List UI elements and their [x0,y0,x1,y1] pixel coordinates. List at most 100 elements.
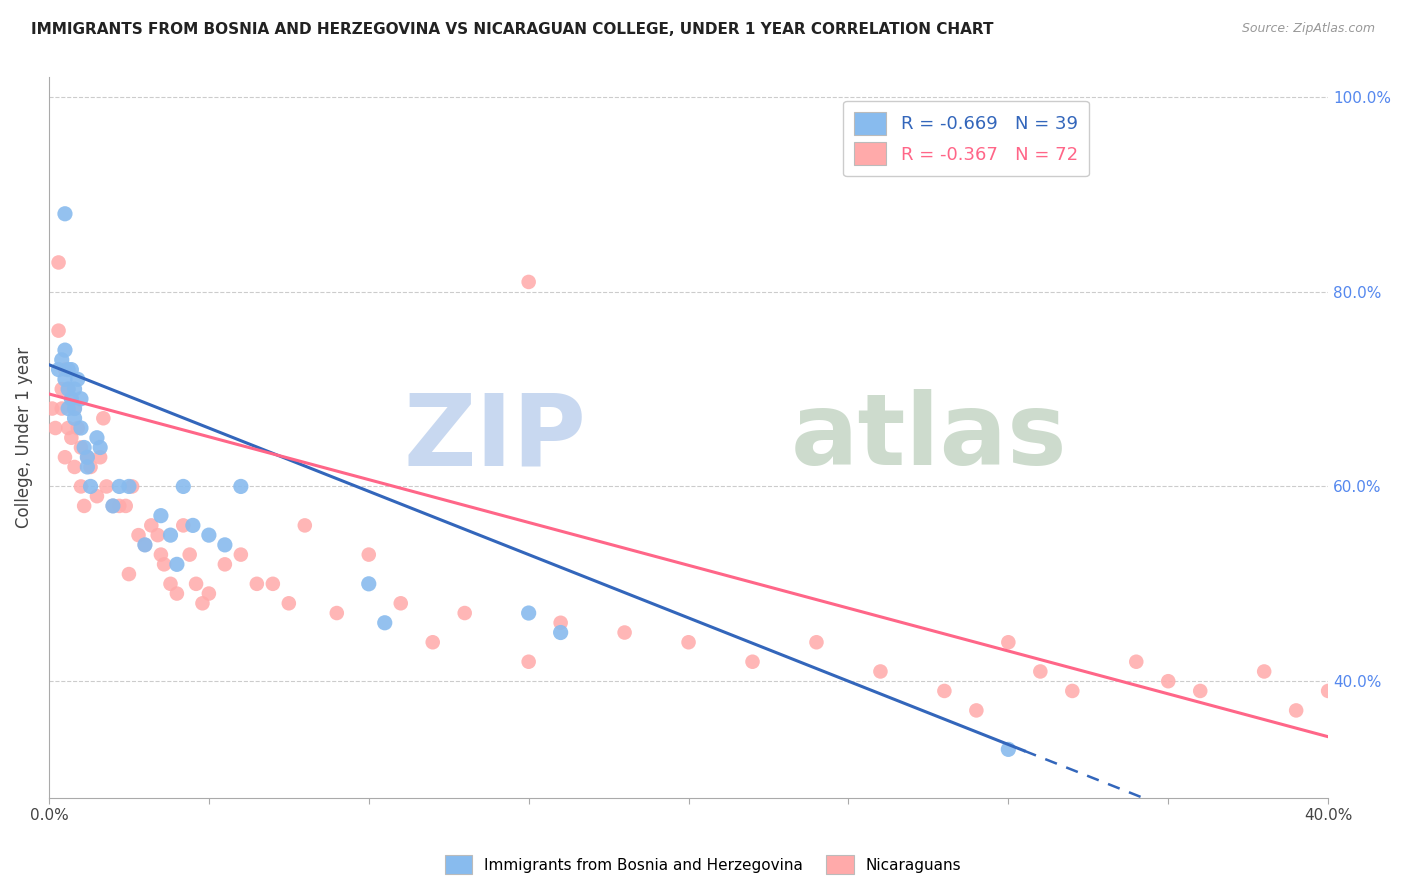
Point [51,401,73,416]
Point [1029,665,1052,679]
Point [70,441,93,455]
Point [108,479,131,493]
Text: IMMIGRANTS FROM BOSNIA AND HERZEGOVINA VS NICARAGUAN COLLEGE, UNDER 1 YEAR CORRE: IMMIGRANTS FROM BOSNIA AND HERZEGOVINA V… [31,22,994,37]
Point [422,635,444,649]
Point [277,596,299,610]
Point [172,518,194,533]
Point [1157,674,1180,689]
Point [184,577,207,591]
Point [1253,665,1275,679]
Point [41,401,63,416]
Point [214,558,236,572]
Point [101,499,124,513]
Point [134,538,156,552]
Point [44,421,66,435]
Point [118,567,141,582]
Point [374,615,396,630]
Point [1285,703,1308,717]
Point [262,577,284,591]
Point [149,508,172,523]
Point [60,392,83,406]
Point [149,548,172,562]
Point [357,548,380,562]
Point [550,615,572,630]
Point [53,450,76,465]
Point [66,421,89,435]
Point [101,499,124,513]
Point [63,382,86,396]
Point [550,625,572,640]
Point [389,596,412,610]
Legend: Immigrants from Bosnia and Herzegovina, Nicaraguans: Immigrants from Bosnia and Herzegovina, … [439,849,967,880]
Point [326,606,349,620]
Point [53,207,76,221]
Point [1062,684,1084,698]
Legend: R = -0.669   N = 39, R = -0.367   N = 72: R = -0.669 N = 39, R = -0.367 N = 72 [844,101,1088,177]
Point [60,392,83,406]
Point [166,586,188,600]
Point [66,372,89,386]
Point [53,343,76,357]
Point [198,528,221,542]
Point [454,606,477,620]
Point [134,538,156,552]
Point [997,742,1019,756]
Point [179,548,201,562]
Point [63,460,86,475]
Point [73,441,96,455]
Point [246,577,269,591]
Point [79,460,101,475]
Point [191,596,214,610]
Point [70,479,93,493]
Point [806,635,828,649]
Point [229,479,252,493]
Point [121,479,143,493]
Point [86,489,108,503]
Point [118,479,141,493]
Point [53,372,76,386]
Point [56,362,79,376]
Point [141,518,163,533]
Point [51,382,73,396]
Point [517,655,540,669]
Y-axis label: College, Under 1 year: College, Under 1 year [15,347,32,528]
Point [70,392,93,406]
Point [79,479,101,493]
Point [517,275,540,289]
Point [153,558,176,572]
Point [63,411,86,425]
Point [60,362,83,376]
Point [48,255,70,269]
Point [48,362,70,376]
Point [172,479,194,493]
Point [56,401,79,416]
Point [198,586,221,600]
Point [869,665,891,679]
Point [51,352,73,367]
Point [965,703,987,717]
Text: ZIP: ZIP [404,389,586,486]
Point [517,606,540,620]
Point [1189,684,1212,698]
Point [56,421,79,435]
Point [89,441,111,455]
Point [76,460,98,475]
Point [1125,655,1147,669]
Point [357,577,380,591]
Point [678,635,700,649]
Point [159,528,181,542]
Point [997,635,1019,649]
Point [56,382,79,396]
Point [741,655,763,669]
Point [96,479,118,493]
Point [146,528,169,542]
Point [76,450,98,465]
Text: atlas: atlas [792,389,1067,486]
Point [60,431,83,445]
Point [70,421,93,435]
Point [1317,684,1340,698]
Point [56,382,79,396]
Point [53,362,76,376]
Point [63,401,86,416]
Point [214,538,236,552]
